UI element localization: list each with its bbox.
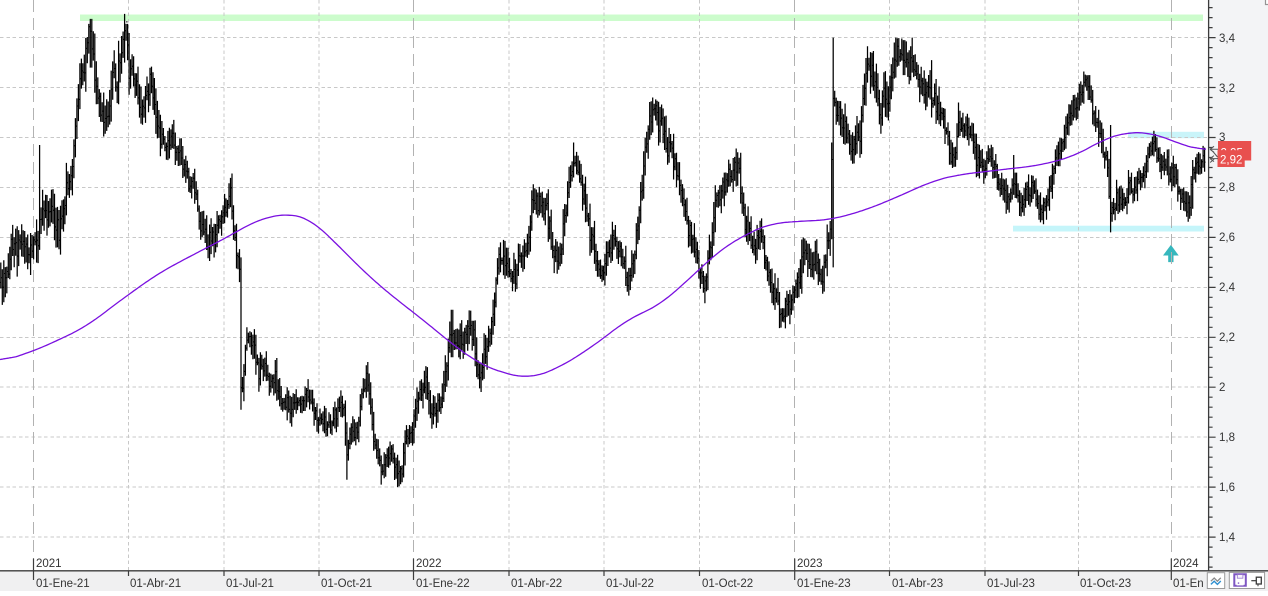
svg-text:01-Ene-21: 01-Ene-21 bbox=[36, 578, 90, 590]
svg-text:1,4: 1,4 bbox=[1219, 532, 1236, 544]
svg-text:2,2: 2,2 bbox=[1219, 332, 1235, 344]
svg-text:3,2: 3,2 bbox=[1219, 83, 1235, 95]
svg-text:1,6: 1,6 bbox=[1219, 482, 1235, 494]
svg-text:2022: 2022 bbox=[416, 558, 442, 570]
svg-text:2: 2 bbox=[1219, 382, 1225, 394]
svg-text:01-Oct-23: 01-Oct-23 bbox=[1080, 578, 1131, 590]
svg-text:01-Ene-22: 01-Ene-22 bbox=[416, 578, 470, 590]
svg-text:2,4: 2,4 bbox=[1219, 282, 1236, 294]
svg-text:2,6: 2,6 bbox=[1219, 232, 1235, 244]
svg-text:01-Oct-22: 01-Oct-22 bbox=[702, 578, 753, 590]
svg-text:2024: 2024 bbox=[1173, 558, 1199, 570]
svg-text:01-Oct-21: 01-Oct-21 bbox=[321, 578, 372, 590]
svg-text:01-Jul-23: 01-Jul-23 bbox=[987, 578, 1035, 590]
svg-text:01-Ene-23: 01-Ene-23 bbox=[797, 578, 851, 590]
svg-text:01-Abr-23: 01-Abr-23 bbox=[892, 578, 943, 590]
svg-text:01-Abr-22: 01-Abr-22 bbox=[511, 578, 562, 590]
svg-text:2,8: 2,8 bbox=[1219, 182, 1235, 194]
svg-text:2023: 2023 bbox=[797, 558, 823, 570]
svg-text:01-Jul-21: 01-Jul-21 bbox=[226, 578, 274, 590]
svg-text:01-Abr-21: 01-Abr-21 bbox=[130, 578, 181, 590]
svg-text:3,4: 3,4 bbox=[1219, 33, 1236, 45]
svg-text:01-Jul-22: 01-Jul-22 bbox=[606, 578, 654, 590]
svg-text:1,8: 1,8 bbox=[1219, 432, 1235, 444]
svg-text:01-En: 01-En bbox=[1173, 578, 1204, 590]
svg-text:2021: 2021 bbox=[36, 558, 62, 570]
svg-text:2,92: 2,92 bbox=[1220, 155, 1242, 167]
